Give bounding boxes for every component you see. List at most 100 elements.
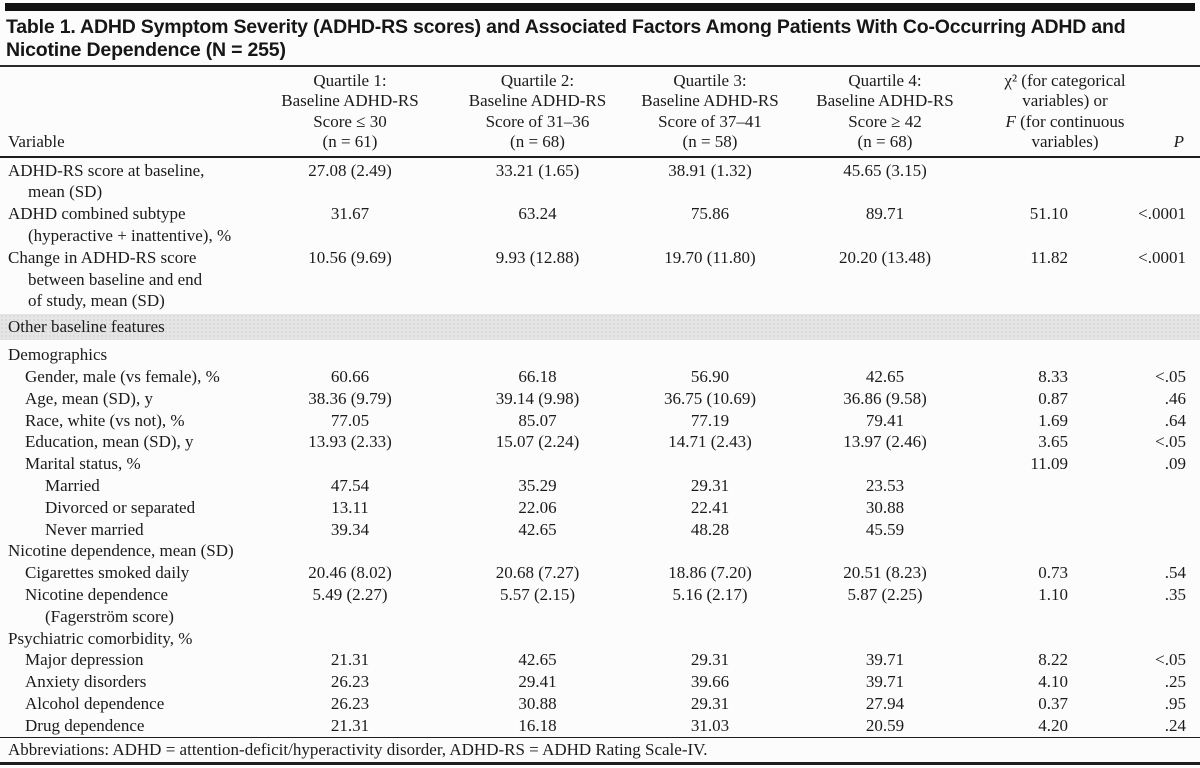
cell-statistic: 0.73 <box>1038 563 1068 583</box>
cell-p: .64 <box>1164 410 1186 430</box>
row-label: Age, mean (SD), y <box>8 388 250 410</box>
cell-quartile-2: 22.06 <box>518 497 557 517</box>
bottom-rule <box>0 762 1200 766</box>
cell-quartile-3: 19.70 (11.80) <box>664 247 756 267</box>
row-label: Alcohol dependence <box>8 693 250 715</box>
cell-quartile-3: 29.31 <box>690 694 730 714</box>
cell-quartile-1: 21.31 <box>330 650 370 670</box>
table-row: Gender, male (vs female), % 60.66 66.18 56.… <box>8 366 1200 388</box>
cell-statistic: 8.22 <box>1038 650 1068 670</box>
cell-quartile-4: 89.71 <box>865 204 905 224</box>
cell-quartile-1: 77.05 <box>330 410 370 430</box>
header-line: Score ≤ 30 <box>313 111 387 131</box>
cell-quartile-3: 39.66 <box>690 672 730 692</box>
cell-quartile-2: 35.29 <box>518 476 557 496</box>
row-label-line: Nicotine dependence, mean (SD) <box>8 541 234 561</box>
cell-quartile-3: 18.86 (7.20) <box>668 563 752 583</box>
column-header-quartile-1: Quartile 1: Baseline ADHD-RS Score ≤ 30 (n … <box>250 71 450 153</box>
cell-p: .35 <box>1164 585 1186 605</box>
cell-p: <.05 <box>1155 650 1186 670</box>
column-header-quartile-4: Quartile 4: Baseline ADHD-RS Score ≥ 42 (n … <box>795 71 975 153</box>
table-row: ADHD combined subtype (hyperactive + inat… <box>8 203 1200 247</box>
cell-quartile-1: 31.67 <box>330 204 370 224</box>
cell-p: <.0001 <box>1138 247 1186 267</box>
table-row: Drug dependence 21.31 16.18 31.03 20.59 4.20.… <box>8 715 1200 737</box>
cell-quartile-4: 20.51 (8.23) <box>843 563 927 583</box>
cell-quartile-1: 13.11 <box>331 497 369 517</box>
cell-quartile-3: 31.03 <box>690 715 730 735</box>
cell-quartile-2: 9.93 (12.88) <box>495 247 580 267</box>
column-header-p: P <box>1173 132 1184 151</box>
header-line: Quartile 3: <box>673 70 747 90</box>
cell-statistic: 1.69 <box>1038 410 1068 430</box>
table-body: ADHD-RS score at baseline, mean (SD) 27.08… <box>0 158 1200 737</box>
row-label-line: Age, mean (SD), y <box>25 388 153 408</box>
table-row: Nicotine dependence (Fagerström score) 5.4… <box>8 584 1200 628</box>
cell-quartile-1: 27.08 (2.49) <box>308 160 392 180</box>
row-label-line: Never married <box>45 519 144 539</box>
cell-p: <.0001 <box>1138 204 1186 224</box>
row-label: Married <box>8 475 250 497</box>
row-label-line: Demographics <box>8 345 108 365</box>
cell-p: <.05 <box>1155 367 1186 387</box>
cell-quartile-4: 30.88 <box>865 497 905 517</box>
table-row: Education, mean (SD), y 13.93 (2.33) 15.07… <box>8 431 1200 453</box>
cell-quartile-4: 45.59 <box>865 519 905 539</box>
top-black-bar <box>5 3 1195 11</box>
row-label: Never married <box>8 519 250 541</box>
cell-quartile-4: 39.71 <box>865 650 905 670</box>
cell-statistic: 0.87 <box>1038 388 1068 408</box>
row-label-line: Divorced or separated <box>45 497 196 517</box>
cell-quartile-4: 20.59 <box>865 715 905 735</box>
cell-quartile-3: 36.75 (10.69) <box>663 388 757 408</box>
row-label: Race, white (vs not), % <box>8 410 250 432</box>
row-label: Education, mean (SD), y <box>8 431 250 453</box>
cell-quartile-3: 29.31 <box>690 476 730 496</box>
column-header-variable: Variable <box>8 132 65 151</box>
cell-statistic: 4.10 <box>1038 672 1068 692</box>
cell-quartile-2: 63.24 <box>518 204 557 224</box>
column-header-statistic: χ² (for categorical variables) or F (for c… <box>975 71 1155 153</box>
cell-quartile-2: 66.18 <box>518 367 557 387</box>
table-row: Psychiatric comorbidity, % <box>8 628 1200 650</box>
row-label-line: between baseline and end <box>28 269 203 289</box>
row-label: Major depression <box>8 649 250 671</box>
row-label: Change in ADHD-RS score between baseline … <box>8 247 250 312</box>
row-label: Divorced or separated <box>8 497 250 519</box>
table-row: Age, mean (SD), y 38.36 (9.79) 39.14 (9.98… <box>8 388 1200 410</box>
row-label: Marital status, % <box>8 453 250 475</box>
header-line: F (for continuous <box>1005 111 1125 131</box>
row-label: Nicotine dependence (Fagerström score) <box>8 584 250 628</box>
header-line: χ² (for categorical <box>1004 70 1126 90</box>
cell-quartile-3: 5.16 (2.17) <box>672 585 748 605</box>
table-row: Anxiety disorders 26.23 29.41 39.66 39.71 4.1… <box>8 671 1200 693</box>
cell-quartile-3: 22.41 <box>690 497 730 517</box>
row-label-line: Education, mean (SD), y <box>25 432 194 452</box>
header-line: (n = 61) <box>322 132 378 151</box>
row-label-line: Change in ADHD-RS score <box>8 247 197 267</box>
row-label-line: Cigarettes smoked daily <box>25 563 190 583</box>
cell-quartile-1: 60.66 <box>330 367 370 387</box>
cell-quartile-2: 20.68 (7.27) <box>495 563 580 583</box>
row-label: ADHD combined subtype (hyperactive + inat… <box>8 203 250 247</box>
header-line: Score of 37–41 <box>658 111 762 131</box>
cell-quartile-4: 79.41 <box>865 410 905 430</box>
cell-p: .24 <box>1164 715 1186 735</box>
row-label-line: Anxiety disorders <box>25 672 147 692</box>
section-label: Other baseline features <box>8 317 165 337</box>
header-line: Quartile 4: <box>848 70 922 90</box>
cell-quartile-1: 20.46 (8.02) <box>308 563 392 583</box>
title-rule <box>0 65 1200 67</box>
table-row: Demographics <box>8 344 1200 366</box>
row-label: Cigarettes smoked daily <box>8 562 250 584</box>
cell-quartile-1: 26.23 <box>330 694 370 714</box>
cell-statistic: 11.09 <box>1030 454 1068 474</box>
row-label-line: Alcohol dependence <box>25 694 165 714</box>
table-row: Marital status, % 11.09 .09 <box>8 453 1200 475</box>
cell-statistic: 0.37 <box>1038 694 1068 714</box>
row-label: Psychiatric comorbidity, % <box>8 628 250 650</box>
cell-statistic: 4.20 <box>1038 715 1068 735</box>
header-line: Baseline ADHD-RS <box>281 91 419 110</box>
header-line: Baseline ADHD-RS <box>816 91 954 110</box>
